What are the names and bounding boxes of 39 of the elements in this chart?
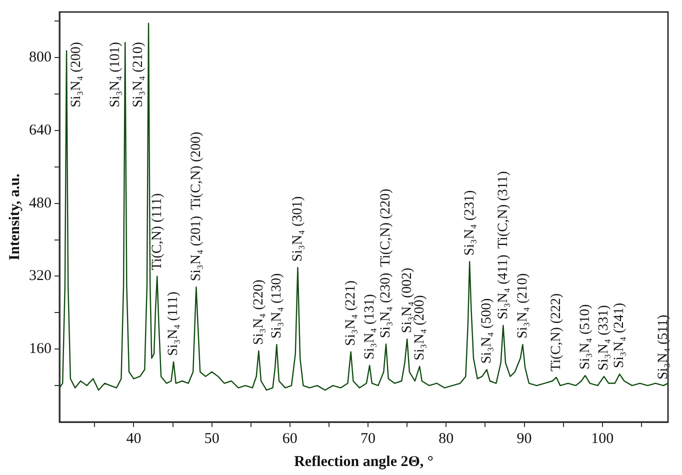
annotation: Si₃N₄ (210) xyxy=(515,272,530,339)
annotation: Ti(C,N) (220) xyxy=(378,188,394,267)
annotation: Si₃N₄ (231) xyxy=(462,190,478,256)
annotation: Si₃N₄ (130) xyxy=(269,272,284,339)
x-tick-label: 90 xyxy=(516,430,532,447)
x-axis-title: Reflection angle 2Θ, ° xyxy=(294,454,434,470)
annotation: Si₃N₄ (111) xyxy=(166,291,182,356)
annotation: Si₃N₄ (511) xyxy=(656,314,671,380)
y-tick-label: 320 xyxy=(29,268,52,284)
annotation: Si₃N₄ (220) xyxy=(251,279,266,345)
y-tick-label: 640 xyxy=(29,122,52,138)
annotation: Si₃N₄ (500) xyxy=(479,298,494,364)
annotation: Si₃N₄ (301) xyxy=(290,196,306,262)
annotation: Si₃N₄ (331) xyxy=(596,304,612,370)
annotation: Ti(C,N) (111) xyxy=(150,192,165,270)
annotation: Ti(C,N) (311) xyxy=(496,170,511,249)
annotation: Si₃N₄ (210) xyxy=(131,42,146,108)
annotation: Si₃N₄ (230) xyxy=(378,272,394,338)
x-tick-label: 100 xyxy=(591,430,614,447)
annotation: Si₃N₄ (510) xyxy=(578,304,593,370)
annotation: Si₃N₄ (131) xyxy=(362,294,378,360)
annotation: Si₃N₄ (411) xyxy=(496,254,511,320)
annotation: Ti(C,N) (222) xyxy=(548,292,564,372)
annotation: Si₃N₄ (221) xyxy=(344,280,359,346)
annotation: Si₃N₄ (002) xyxy=(400,267,415,334)
x-tick-label: 40 xyxy=(126,430,142,447)
y-tick-label: 480 xyxy=(29,195,52,212)
annotation: Si₃N₄ (200) xyxy=(69,42,84,108)
x-tick-label: 70 xyxy=(360,430,376,447)
x-tick-label: 80 xyxy=(438,430,454,447)
annotation: Si₃N₄ (101) xyxy=(108,42,123,108)
x-tick-label: 60 xyxy=(282,430,298,447)
annotation: Ti(C,N) (200) xyxy=(188,131,204,210)
annotation: Si₃N₄ (201) xyxy=(188,215,204,282)
y-axis-title: Intensity, a.u. xyxy=(6,173,23,260)
y-tick-label: 800 xyxy=(29,49,52,66)
x-tick-label: 50 xyxy=(204,430,220,447)
y-tick-label: 160 xyxy=(29,341,52,358)
annotation: Si₃N₄ (241) xyxy=(612,302,628,368)
